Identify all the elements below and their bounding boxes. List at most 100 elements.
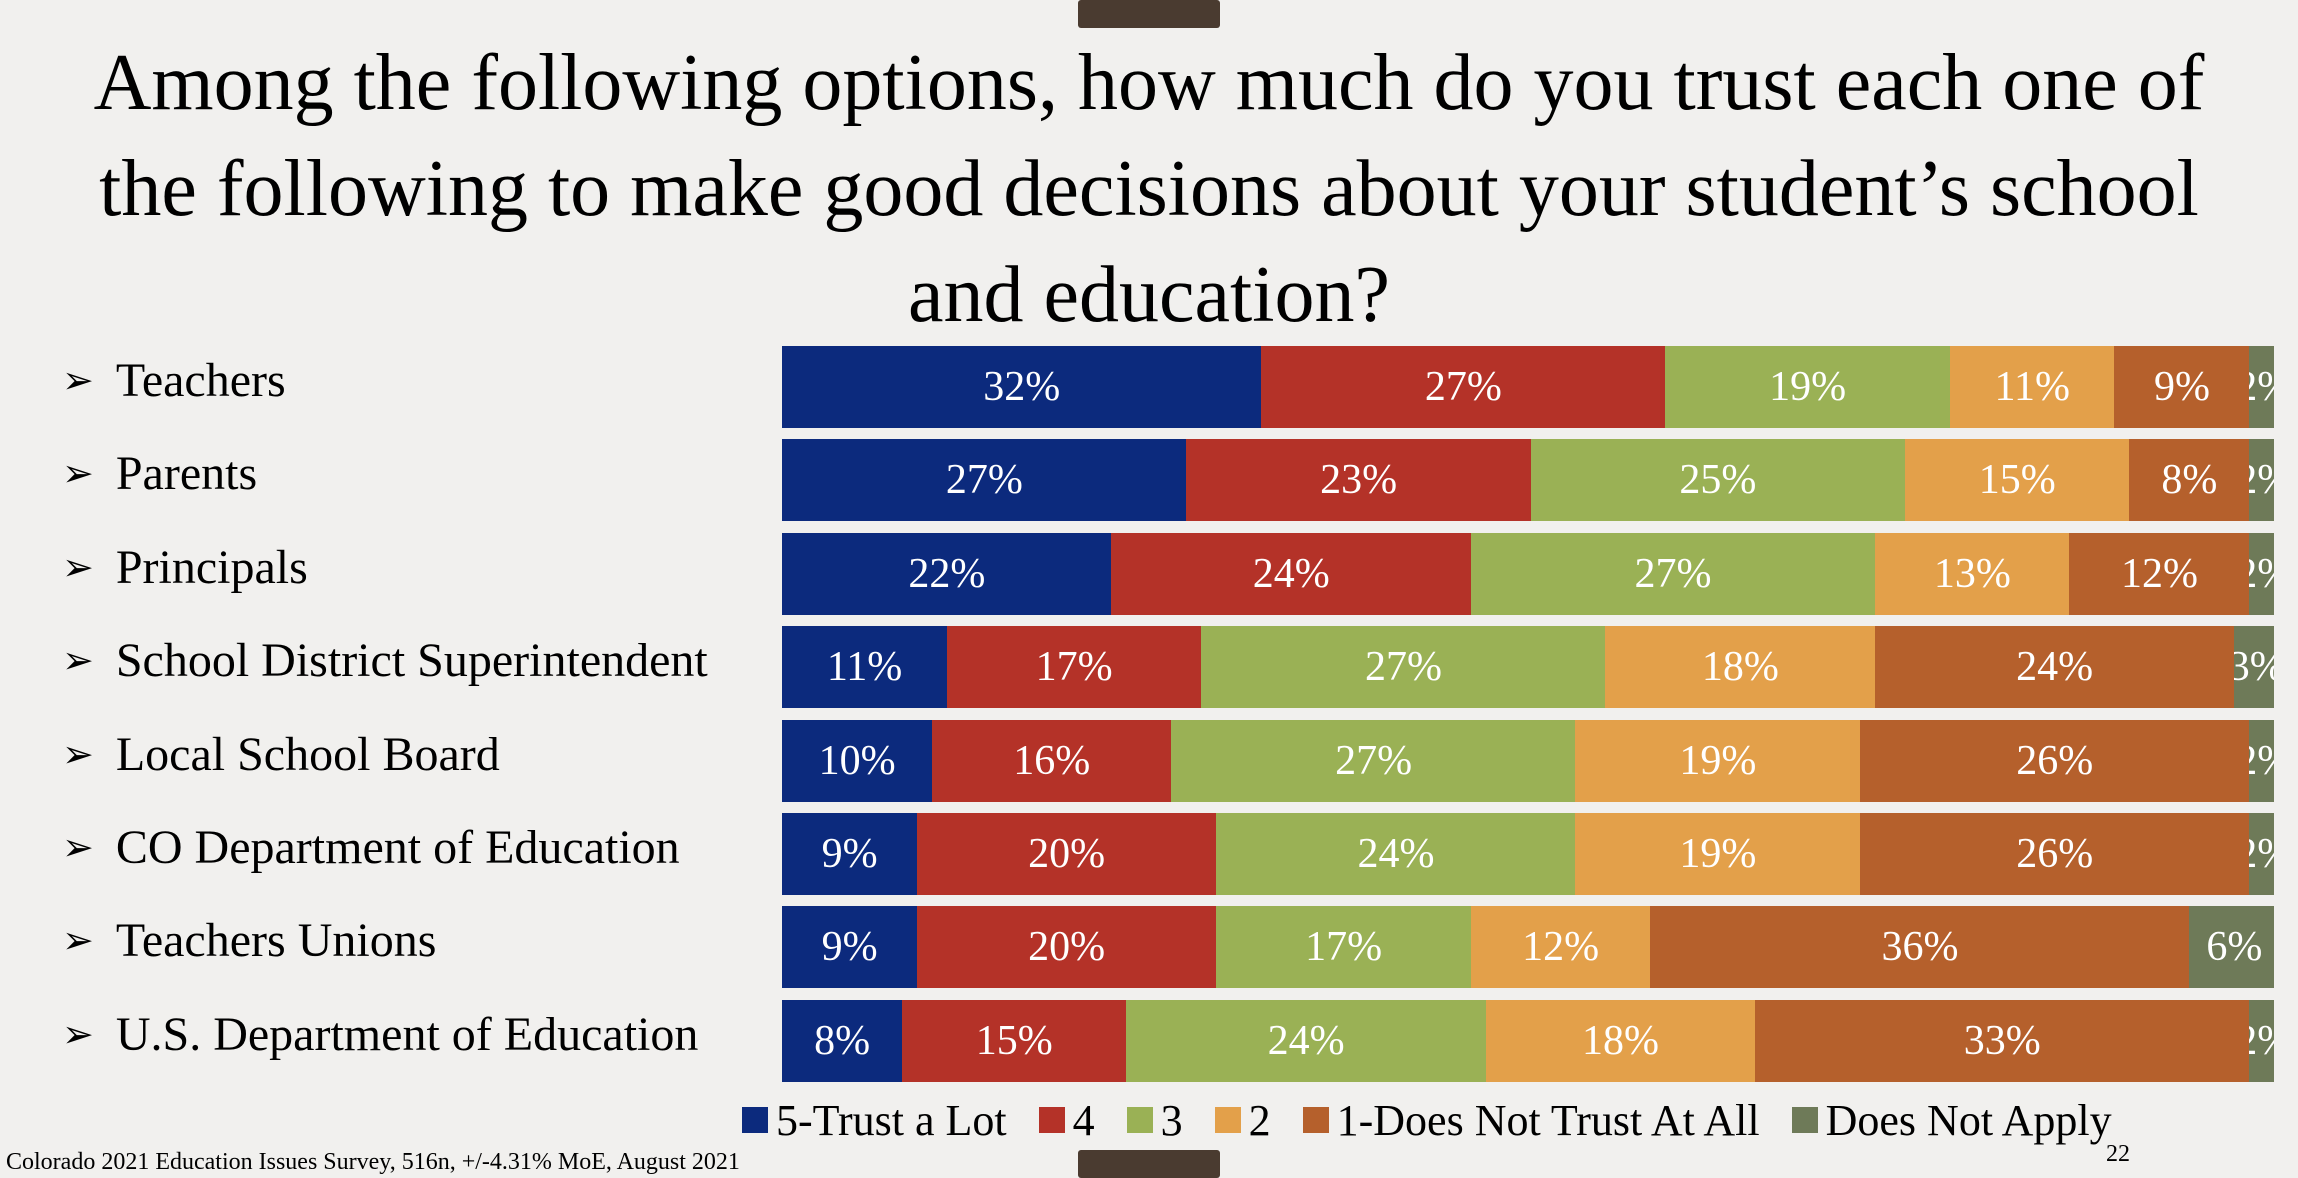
category-label: ➢ Teachers [62,351,286,411]
arrow-bullet-icon: ➢ [62,546,94,589]
arrow-bullet-icon: ➢ [62,640,94,683]
bar-segment: 17% [946,626,1202,709]
arrow-bullet-icon: ➢ [62,360,94,402]
data-label: 27% [1335,737,1413,784]
bar-segment: 12% [2069,532,2250,615]
data-label: 2% [2249,550,2274,598]
data-label: 18% [1582,1017,1660,1064]
bar-segment: 32% [782,346,1262,428]
category-label-text: School District Superintendent [115,634,708,688]
bar-segment: 2% [2249,532,2274,615]
data-label: 27% [1634,550,1712,597]
category-label-text: Teachers [115,354,286,407]
bar-segment: 24% [1216,813,1576,895]
data-label: 12% [2120,550,2198,597]
data-label: 20% [1028,924,1106,971]
bar-segment: 19% [1665,346,1951,428]
bar-segment: 11% [782,626,948,709]
data-label: 11% [1994,364,2070,410]
data-label: 12% [1522,924,1600,971]
data-label: 18% [1701,644,1779,691]
legend-swatch [1038,1107,1065,1133]
bar-segment: 2% [2249,719,2274,802]
bar-segment: 10% [782,719,933,802]
bar-segment: 25% [1530,439,1906,522]
legend-swatch [1214,1107,1241,1133]
category-label-text: Local School Board [115,727,500,781]
bar-segment: 27% [782,439,1187,522]
bar-segment: 20% [916,906,1217,989]
data-label: 19% [1679,831,1757,877]
bar-segment: 33% [1755,999,2250,1082]
bar-segment: 16% [931,719,1172,802]
data-label: 17% [1035,644,1113,691]
bar-segment: 9% [2114,346,2250,428]
data-label: 27% [945,457,1023,504]
bar-segment: 11% [1949,346,2115,428]
bar-segment: 2% [2249,813,2274,895]
category-label: ➢ School District Superintendent [62,631,708,691]
bar-segment: 26% [1859,719,2250,802]
data-label: 2% [2249,830,2274,878]
bar-segment: 22% [782,532,1112,615]
bar-segment: 15% [901,999,1127,1082]
bar-segment: 18% [1485,999,1756,1082]
arrow-bullet-icon: ➢ [62,453,94,496]
data-label: 27% [1424,364,1502,410]
data-label: 2% [2249,456,2274,504]
bar-segment: 24% [1126,999,1487,1082]
bar-segment: 17% [1216,906,1472,989]
category-label: ➢ Parents [62,444,257,504]
category-label: ➢ Local School Board [62,725,500,785]
arrow-bullet-icon: ➢ [62,1013,94,1056]
bar-segment: 27% [1470,532,1876,615]
legend-label: 4 [1072,1095,1095,1145]
arrow-bullet-icon: ➢ [62,920,94,963]
legend-swatch [1126,1107,1153,1133]
data-label: 16% [1013,737,1091,784]
legend-item: 4 [1038,1095,1095,1146]
bar-segment: 9% [782,813,918,895]
bar-segment: 9% [782,906,918,989]
data-label: 15% [975,1017,1053,1064]
arrow-bullet-icon: ➢ [62,733,94,776]
bar-segment: 13% [1874,532,2070,615]
data-label: 24% [1267,1017,1345,1064]
data-label: 9% [2153,364,2210,410]
bottom-decorative-tab [1078,1150,1220,1178]
category-label-text: CO Department of Education [115,821,680,874]
data-label: 8% [814,1017,871,1064]
bar-segment: 20% [916,813,1217,895]
bar-segment: 27% [1201,626,1606,709]
legend-item: 3 [1126,1095,1183,1146]
bar-segment: 8% [2129,439,2250,522]
arrow-bullet-icon: ➢ [62,827,94,869]
legend-label: 2 [1248,1095,1271,1145]
data-label: 26% [2016,737,2094,784]
legend-label: Does Not Apply [1825,1095,2112,1145]
data-label: 19% [1769,364,1847,410]
bar-segment: 2% [2249,999,2274,1082]
data-label: 9% [821,924,878,971]
legend-label: 5-Trust a Lot [776,1095,1007,1145]
bar-segment: 24% [1111,532,1472,615]
bar-segment: 2% [2249,439,2274,522]
data-label: 24% [1252,550,1330,597]
data-label: 17% [1305,924,1383,971]
data-label: 22% [908,550,986,597]
bar-segment: 27% [1261,346,1666,428]
data-label: 2% [2249,363,2274,411]
data-label: 8% [2161,457,2218,504]
bar-segment: 3% [2234,626,2274,709]
legend-item: 2 [1214,1095,1271,1146]
page-number: 22 [2106,1141,2130,1167]
legend-swatch [1302,1107,1329,1133]
data-label: 27% [1365,644,1442,691]
data-label: 24% [1357,831,1435,877]
legend-swatch [742,1107,768,1133]
top-decorative-tab [1078,0,1220,28]
data-label: 6% [2206,924,2263,971]
category-label-text: U.S. Department of Education [115,1007,699,1061]
bar-segment: 8% [782,999,903,1082]
